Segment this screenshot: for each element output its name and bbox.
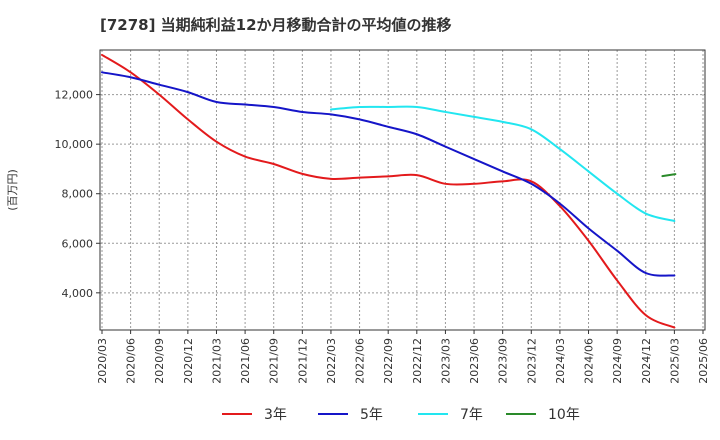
x-tick-label: 2024/12 [640, 338, 653, 384]
x-tick-label: 2022/03 [325, 338, 338, 384]
x-tick-label: 2024/06 [583, 338, 596, 384]
legend-label-1: 3年 [264, 407, 287, 423]
x-tick-label: 2023/09 [497, 338, 510, 384]
chart-title: [7278] 当期純利益12か月移動合計の平均値の推移 [100, 16, 452, 34]
series-line-4 [661, 173, 677, 178]
x-axis-ticks: 2020/03 2020/06 2020/09 2020/12 2021/03 2021/… [96, 330, 710, 384]
x-tick-label: 2020/09 [153, 338, 166, 384]
x-tick-label: 2023/06 [468, 338, 481, 384]
series-line-1 [101, 53, 676, 329]
series-line-2 [101, 71, 676, 277]
legend: 3年 5年 7年 10年 [222, 407, 580, 423]
legend-label-4: 10年 [548, 407, 580, 423]
x-tick-label: 2021/12 [296, 338, 309, 384]
series-line-3 [329, 105, 676, 222]
x-tick-label: 2025/03 [668, 338, 681, 384]
x-tick-label: 2024/03 [554, 338, 567, 384]
x-tick-label: 2025/06 [697, 338, 710, 384]
y-tick-label: 4,000 [62, 287, 94, 300]
x-tick-label: 2020/06 [125, 338, 138, 384]
x-tick-label: 2021/09 [268, 338, 281, 384]
y-tick-label: 12,000 [55, 89, 94, 102]
legend-label-3: 7年 [460, 407, 483, 423]
legend-label-2: 5年 [360, 407, 383, 423]
x-tick-label: 2020/03 [96, 338, 109, 384]
y-axis-label: (百万円) [6, 169, 19, 211]
x-tick-label: 2021/03 [210, 338, 223, 384]
x-tick-label: 2021/06 [239, 338, 252, 384]
x-tick-label: 2022/09 [382, 338, 395, 384]
y-axis-ticks: 4,000 6,000 8,000 10,000 12,000 [55, 89, 100, 300]
grid-lines [100, 50, 705, 330]
x-tick-label: 2022/12 [411, 338, 424, 384]
x-tick-label: 2023/03 [439, 338, 452, 384]
x-tick-label: 2022/06 [354, 338, 367, 384]
y-tick-label: 10,000 [55, 138, 94, 151]
plot-area-frame [99, 49, 706, 331]
x-tick-label: 2023/12 [525, 338, 538, 384]
y-tick-label: 8,000 [62, 188, 94, 201]
series-lines [101, 53, 677, 329]
x-tick-label: 2024/09 [611, 338, 624, 384]
y-tick-label: 6,000 [62, 237, 94, 250]
x-tick-label: 2020/12 [182, 338, 195, 384]
